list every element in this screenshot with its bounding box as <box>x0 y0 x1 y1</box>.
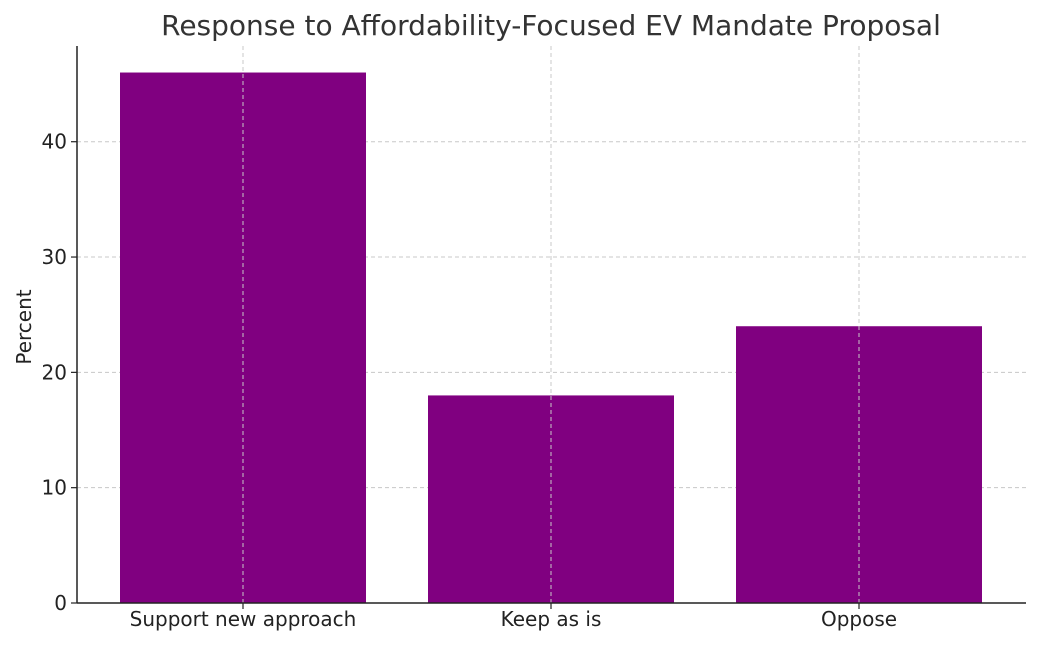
y-tick-label: 20 <box>42 360 67 384</box>
x-axis-ticks: Support new approach Keep as is Oppose <box>130 603 897 631</box>
bar-oppose <box>736 326 982 603</box>
y-axis-ticks: 0 10 20 30 40 <box>42 130 77 615</box>
y-tick-label: 30 <box>42 245 67 269</box>
x-tick-label: Oppose <box>821 607 897 631</box>
bar-keep-as-is <box>428 395 674 603</box>
x-tick-label: Keep as is <box>501 607 602 631</box>
y-tick-label: 40 <box>42 130 67 154</box>
x-tick-label: Support new approach <box>130 607 357 631</box>
y-axis-label: Percent <box>12 289 36 364</box>
y-tick-label: 0 <box>54 591 67 615</box>
chart-title: Response to Affordability-Focused EV Man… <box>161 9 941 42</box>
y-tick-label: 10 <box>42 476 67 500</box>
